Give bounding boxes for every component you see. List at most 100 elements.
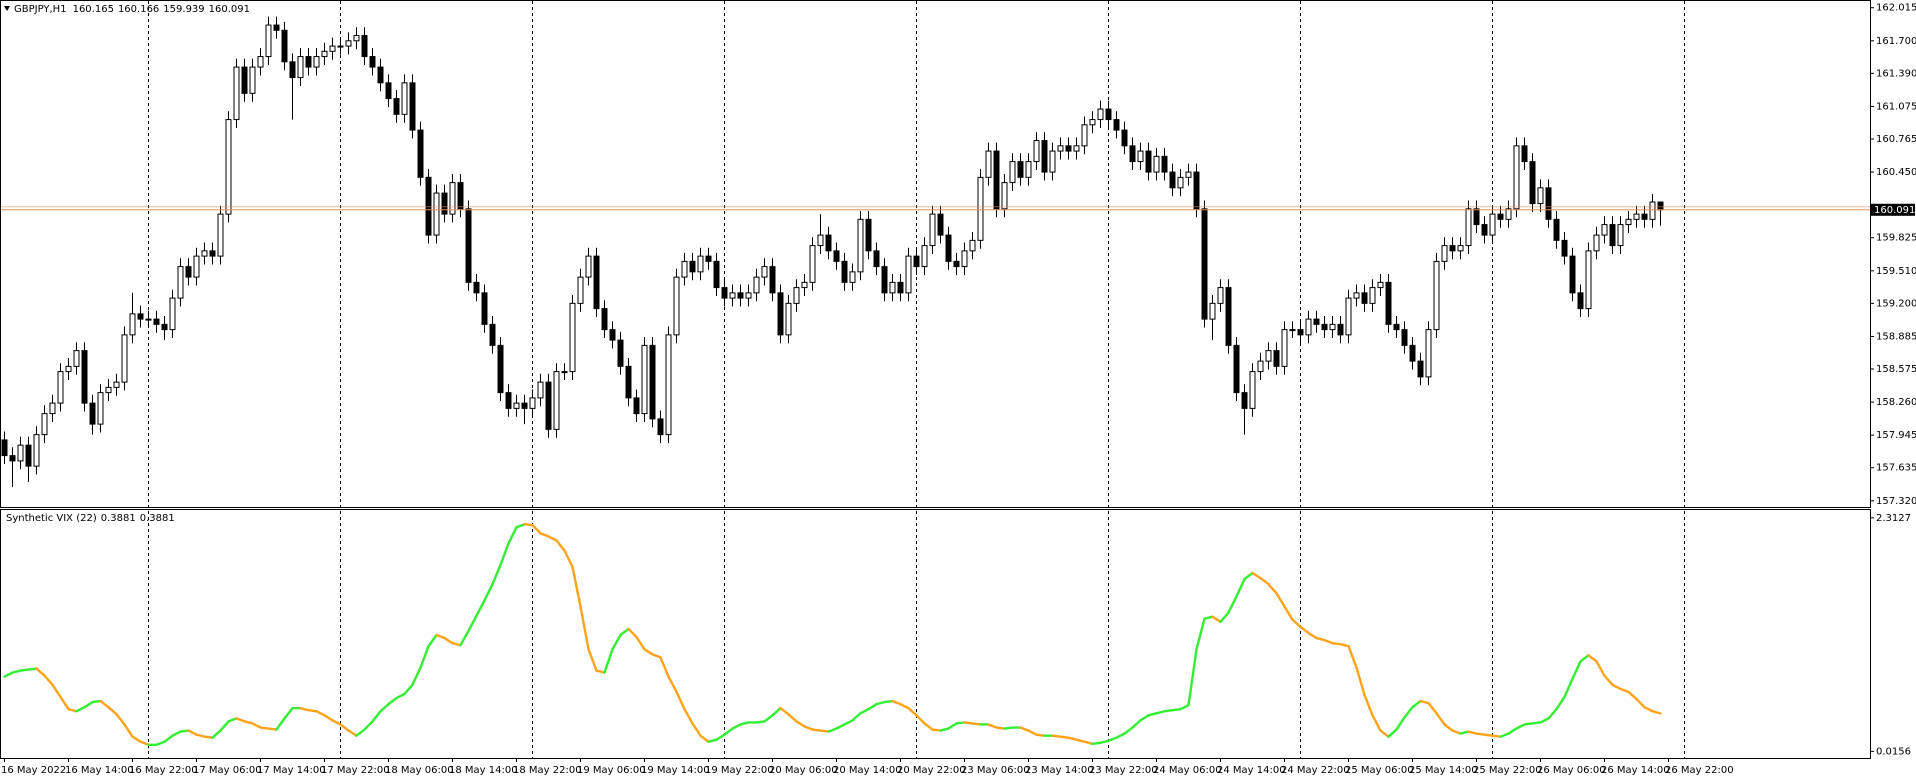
x-tick-label: 24 May 22:00 <box>1281 765 1350 776</box>
candle-body <box>65 365 72 373</box>
x-tick-label: 25 May 06:00 <box>1345 765 1414 776</box>
candle-body <box>1465 208 1472 247</box>
y-tick-label: 158.260 <box>1876 397 1916 408</box>
candle-body <box>1473 208 1480 226</box>
indicator-segment <box>459 629 470 647</box>
ohlc-close: 160.091 <box>209 4 250 15</box>
candle-body <box>385 82 392 100</box>
candle-body <box>1633 213 1640 220</box>
candle-body <box>25 444 32 467</box>
indicator-segment <box>211 729 222 739</box>
y-tick-label: 157.945 <box>1876 430 1916 441</box>
indicator-segment <box>1507 727 1518 735</box>
candle-body <box>121 334 128 383</box>
candle-body <box>553 371 560 430</box>
indicator-segment <box>987 723 998 729</box>
indicator-segment <box>579 605 590 651</box>
candle-body <box>1337 323 1344 336</box>
candle-body <box>289 61 296 79</box>
indicator-segment <box>219 720 230 732</box>
indicator-segment <box>587 648 598 672</box>
indicator-segment <box>475 599 486 617</box>
indicator-segment <box>1259 576 1270 586</box>
candle-body <box>681 260 688 278</box>
candle-body <box>521 402 528 409</box>
indicator-segment <box>851 712 862 722</box>
candle-body <box>1225 287 1232 346</box>
indicator-segment <box>1419 699 1430 705</box>
indicator-segment <box>1211 615 1222 623</box>
y-tick-label: 161.700 <box>1876 36 1916 47</box>
indicator-segment <box>491 563 502 586</box>
candle-body <box>1529 161 1536 205</box>
candle-body <box>689 260 696 273</box>
candle-body <box>809 245 816 283</box>
indicator-segment <box>1139 714 1150 722</box>
candle-body <box>1601 224 1608 236</box>
indicator-segment <box>1219 611 1230 623</box>
indicator-segment <box>651 653 662 659</box>
candle-body <box>1329 323 1336 331</box>
candle-body <box>817 234 824 247</box>
candle-body <box>745 292 752 299</box>
indicator-segment <box>403 683 414 696</box>
candle-body <box>905 255 912 294</box>
x-tick-label: 16 May 22:00 <box>129 765 198 776</box>
candle-body <box>1321 323 1328 331</box>
candle-body <box>577 276 584 304</box>
indicator-segment <box>283 707 294 720</box>
candle-body <box>1129 145 1136 163</box>
candle-body <box>657 418 664 436</box>
candle-body <box>889 281 896 294</box>
candle-body <box>377 66 384 84</box>
indicator-segment <box>1203 615 1214 620</box>
candle-body <box>985 150 992 178</box>
indicator-segment <box>379 702 390 713</box>
candle-body <box>1033 140 1040 163</box>
indicator-segment <box>323 714 334 722</box>
candle-body <box>481 292 488 325</box>
indicator-segment <box>675 690 686 711</box>
indicator-segment <box>1459 730 1470 735</box>
indicator-segment <box>307 709 318 713</box>
candle-body <box>665 334 672 436</box>
candle-body <box>1185 171 1192 178</box>
x-tick-label: 17 May 22:00 <box>321 765 390 776</box>
indicator-segment <box>1075 738 1086 743</box>
indicator-segment <box>1283 605 1294 621</box>
candle-body <box>345 40 352 47</box>
menu-arrow[interactable] <box>4 6 10 11</box>
candle-body <box>1065 145 1072 152</box>
indicator-segment <box>659 656 670 678</box>
indicator-segment <box>1435 712 1446 726</box>
candle-body <box>153 318 160 325</box>
indicator-segment <box>1235 577 1246 598</box>
indicator-segment <box>955 721 966 725</box>
indicator-segment <box>1539 717 1550 724</box>
candle-body <box>849 271 856 283</box>
indicator-segment <box>899 702 910 710</box>
indicator-segment <box>875 700 886 706</box>
indicator-segment <box>507 526 518 545</box>
candle-body <box>281 29 288 63</box>
indicator-segment <box>739 721 750 726</box>
indicator-segment <box>1067 736 1078 741</box>
candle-body <box>713 260 720 289</box>
candle-body <box>777 292 784 336</box>
indicator-segment <box>19 668 30 672</box>
x-tick-label: 23 May 06:00 <box>961 765 1030 776</box>
x-tick-label: 17 May 14:00 <box>257 765 326 776</box>
indicator-segment <box>395 692 406 700</box>
candle-body <box>1217 287 1224 304</box>
last-price-box <box>1871 203 1915 216</box>
indicator-segment <box>1387 728 1398 738</box>
x-tick-label: 16 May 14:00 <box>65 765 134 776</box>
y-tick-label: 2.3127 <box>1876 513 1911 524</box>
candle-body <box>921 245 928 268</box>
indicator-segment <box>1571 660 1582 680</box>
indicator-header: Synthetic VIX (22) 0.3881 0.3881 <box>6 513 175 524</box>
indicator-segment <box>715 733 726 741</box>
candle-body <box>161 323 168 331</box>
indicator-segment <box>435 633 446 640</box>
candle-body <box>1121 129 1128 147</box>
